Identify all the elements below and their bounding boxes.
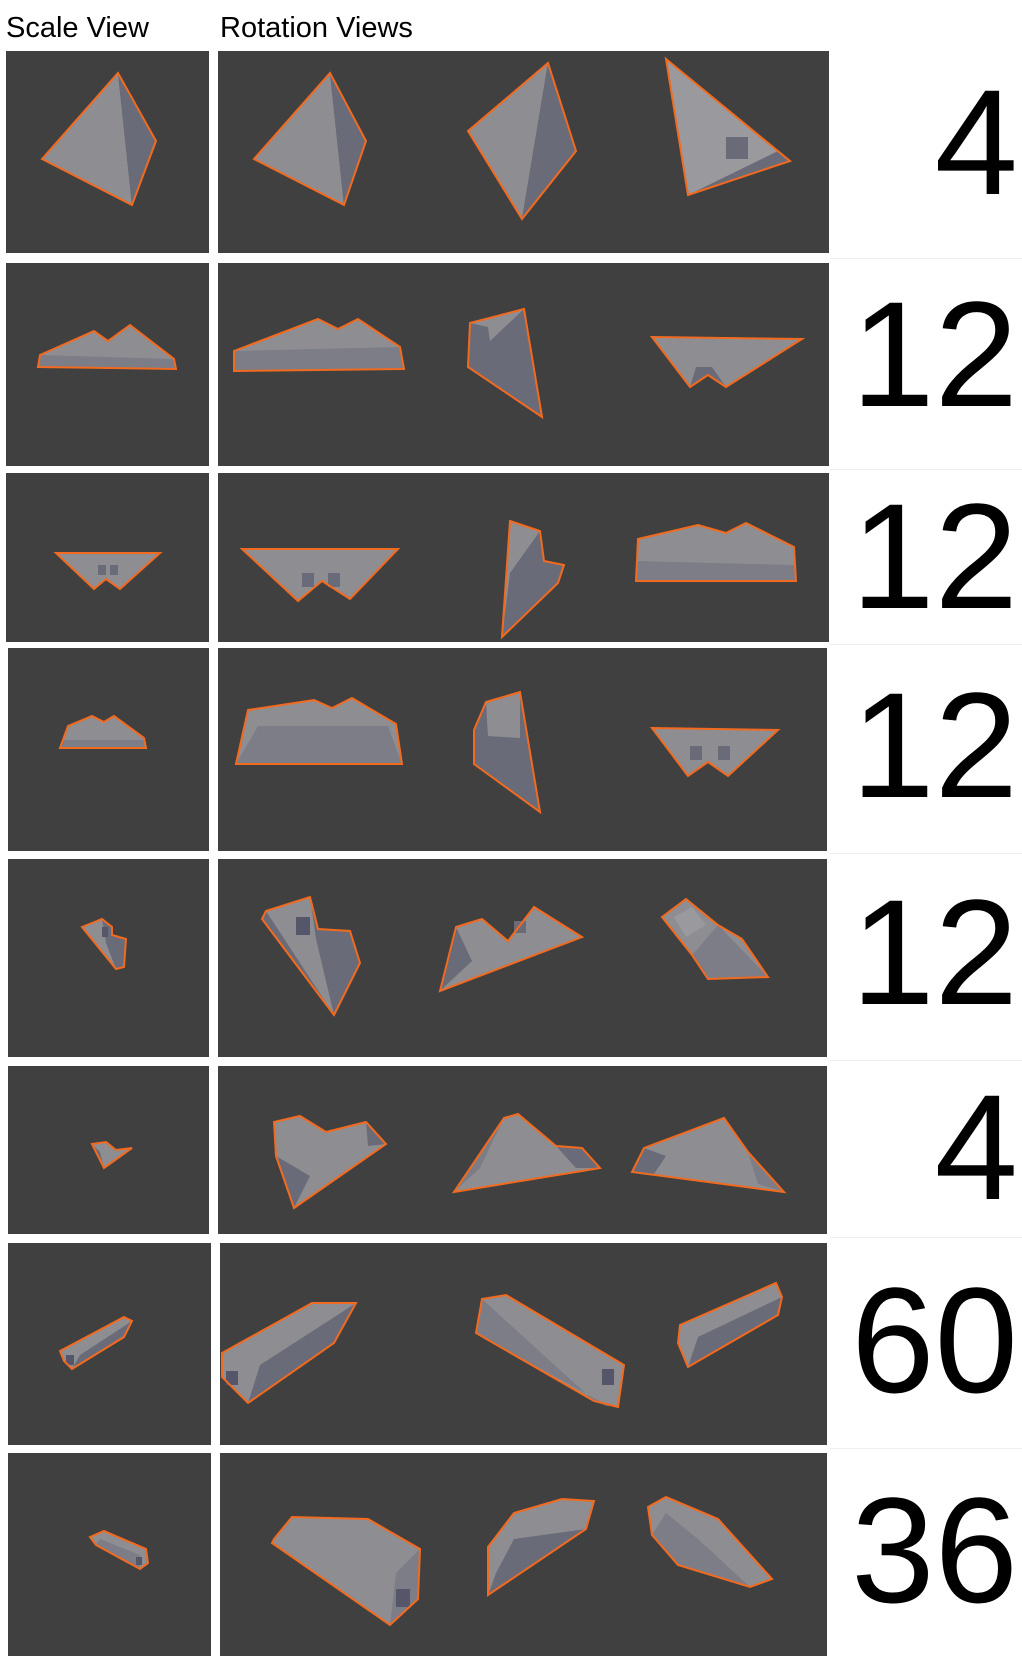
shape-row-8: 36 xyxy=(0,1453,1022,1657)
prism-rotation-renders xyxy=(221,1281,784,1409)
rotation-views-panel[interactable] xyxy=(218,263,829,466)
flat-tetra-scale-render xyxy=(90,1140,133,1170)
twisted-wedge-scale-render xyxy=(80,917,128,971)
shape-row-2: 12 xyxy=(0,263,1022,467)
shape-row-5: 12 xyxy=(0,859,1022,1059)
wedge-inverted-scale-render xyxy=(53,552,163,591)
scale-view-panel[interactable] xyxy=(8,1453,211,1656)
wedge-rotation-renders xyxy=(233,307,806,420)
tetrahedron-rotation-renders xyxy=(252,56,793,221)
symmetry-count: 4 xyxy=(934,58,1018,226)
scale-view-panel[interactable] xyxy=(6,473,209,642)
rotation-views-panel[interactable] xyxy=(218,51,829,253)
scale-view-panel[interactable] xyxy=(8,1243,211,1445)
scale-view-panel[interactable] xyxy=(6,51,209,253)
shape-row-6: 4 xyxy=(0,1066,1022,1236)
wedge-small-scale-render xyxy=(58,714,148,749)
rotation-views-panel[interactable] xyxy=(218,473,829,642)
prism-scale-render xyxy=(58,1315,134,1371)
wedge-scale-render xyxy=(36,323,178,371)
rotation-views-panel[interactable] xyxy=(220,1453,827,1656)
shape-row-7: 60 xyxy=(0,1243,1022,1447)
scale-view-panel[interactable] xyxy=(6,263,209,466)
rotation-views-panel[interactable] xyxy=(218,1066,827,1234)
wedge-inverted-rotation-renders xyxy=(239,519,798,640)
scale-view-header: Scale View xyxy=(6,12,149,44)
tetrahedron-scale-render xyxy=(40,71,158,207)
shape-row-1: 4 xyxy=(0,51,1022,255)
block-rotation-renders xyxy=(270,1495,774,1627)
scale-view-panel[interactable] xyxy=(8,859,209,1057)
symmetry-count: 12 xyxy=(851,472,1018,640)
symmetry-count: 60 xyxy=(851,1256,1018,1424)
rotation-views-panel[interactable] xyxy=(220,1243,827,1445)
flat-tetra-rotation-renders xyxy=(272,1112,787,1210)
symmetry-count: 12 xyxy=(851,270,1018,438)
block-scale-render xyxy=(88,1529,150,1571)
rotation-views-panel[interactable] xyxy=(218,859,827,1057)
wedge-small-rotation-renders xyxy=(234,690,781,815)
scale-view-panel[interactable] xyxy=(8,1066,209,1234)
rotation-views-header: Rotation Views xyxy=(220,12,413,44)
shape-row-3: 12 xyxy=(0,473,1022,644)
shape-row-4: 12 xyxy=(0,648,1022,852)
symmetry-count: 12 xyxy=(851,661,1018,829)
twisted-wedge-rotation-renders xyxy=(260,895,770,1017)
symmetry-count: 12 xyxy=(851,868,1018,1036)
rotation-views-panel[interactable] xyxy=(218,648,827,851)
symmetry-count: 36 xyxy=(851,1466,1018,1634)
scale-view-panel[interactable] xyxy=(8,648,209,851)
symmetry-count: 4 xyxy=(934,1063,1018,1231)
